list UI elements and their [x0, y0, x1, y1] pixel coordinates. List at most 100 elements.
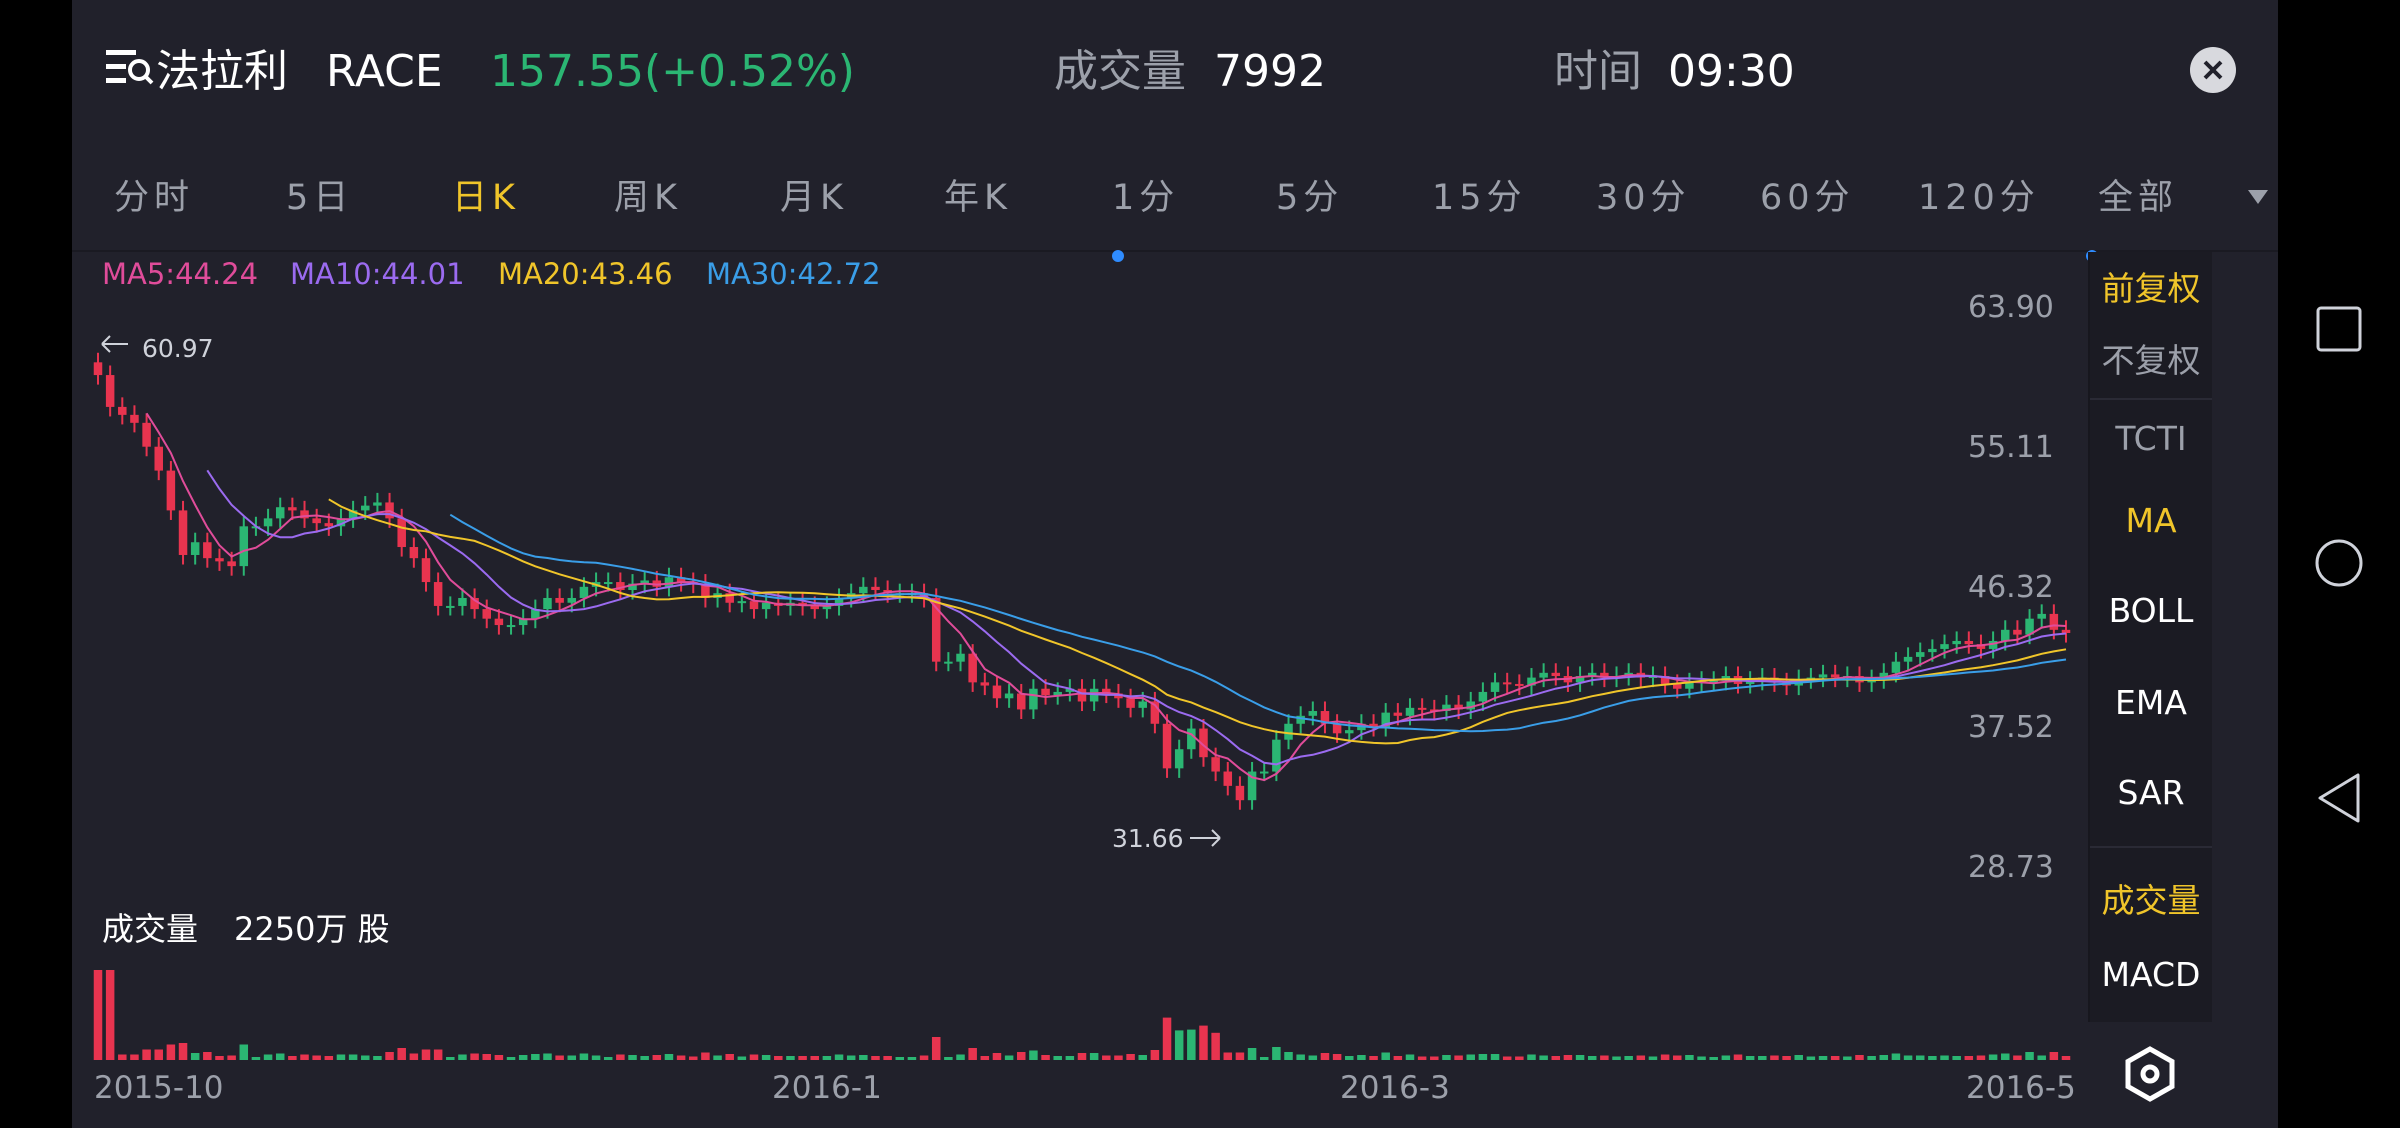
volume-bar	[701, 1052, 710, 1060]
volume-bar	[251, 1057, 261, 1060]
volume-bar	[130, 1054, 139, 1060]
tab-daily-k[interactable]: 日K	[452, 178, 520, 218]
date-label-4: 2016-5	[1966, 1070, 2076, 1106]
candle-body	[1442, 704, 1451, 712]
candle-body	[1199, 728, 1208, 758]
volume-bar	[458, 1054, 467, 1060]
volume-bar	[263, 1054, 273, 1060]
tab-all[interactable]: 全部	[2098, 178, 2179, 218]
time-value: 09:30	[1668, 46, 1795, 97]
volume-bar	[2013, 1055, 2022, 1060]
candle-body	[1745, 680, 1755, 684]
indicator-boll[interactable]: BOLL	[2108, 591, 2194, 630]
candle-body	[968, 653, 977, 683]
volume-bar	[1065, 1056, 1075, 1060]
volume-bar	[1721, 1055, 1731, 1060]
volume-bar	[1345, 1056, 1354, 1060]
back-triangle-icon[interactable]	[2316, 772, 2362, 824]
indicator-sar[interactable]: SAR	[2117, 773, 2185, 812]
sub-indicator-macd[interactable]: MACD	[2101, 955, 2201, 994]
volume-bar	[907, 1057, 917, 1060]
candle-body	[676, 577, 686, 583]
candle-body	[1915, 652, 1925, 657]
candle-body	[227, 561, 236, 567]
home-circle-icon[interactable]	[2314, 538, 2364, 588]
volume-bar	[1733, 1054, 1743, 1060]
volume-bar	[1612, 1056, 1621, 1060]
volume-bar	[1029, 1050, 1038, 1060]
candle-body	[397, 518, 406, 548]
volume-bar	[2001, 1053, 2010, 1060]
volume-bar	[190, 1053, 200, 1060]
candle-body	[1685, 682, 1694, 689]
candle-body	[190, 542, 200, 555]
volume-label: 成交量	[1054, 46, 1186, 97]
candle-body	[361, 505, 370, 511]
volume-bar	[1745, 1056, 1755, 1060]
volume-bar	[1952, 1056, 1961, 1060]
candle-body	[1284, 723, 1293, 740]
candle-body	[118, 406, 127, 415]
candle-body	[603, 582, 613, 585]
close-button[interactable]	[2190, 47, 2236, 93]
volume-bar	[1830, 1056, 1840, 1060]
adjust-forward-button[interactable]: 前复权	[2101, 269, 2201, 308]
tab-5day[interactable]: 5日	[286, 178, 354, 218]
volume-bar	[1162, 1017, 1172, 1060]
tab-weekly-k[interactable]: 周K	[614, 178, 682, 218]
volume-bar	[1357, 1055, 1366, 1060]
volume-bar	[1332, 1054, 1342, 1060]
candle-body	[579, 586, 589, 598]
candle-body	[992, 685, 1002, 699]
indicator-ma[interactable]: MA	[2125, 501, 2177, 540]
volume-bar	[2061, 1056, 2071, 1060]
candle-body	[178, 510, 188, 555]
candle-body	[1879, 672, 1889, 680]
tab-60min[interactable]: 60分	[1760, 178, 1855, 218]
indicator-ema[interactable]: EMA	[2115, 683, 2187, 722]
volume-bar	[1211, 1032, 1220, 1060]
candlestick-chart[interactable]	[72, 0, 2278, 1128]
candle-body	[166, 470, 176, 511]
candle-body	[725, 593, 734, 603]
indicator-tcti[interactable]: TCTI	[2115, 419, 2187, 458]
sub-indicator-volume[interactable]: 成交量	[2101, 881, 2201, 920]
menu-search-icon[interactable]	[106, 50, 156, 94]
candle-body	[1089, 688, 1099, 702]
candle-body	[336, 518, 346, 527]
volume-bar	[1077, 1053, 1087, 1060]
candle-body	[1138, 701, 1147, 708]
chevron-down-icon[interactable]	[2248, 190, 2268, 206]
volume-bar	[1417, 1056, 1427, 1060]
candle-body	[628, 583, 637, 591]
tab-120min[interactable]: 120分	[1918, 178, 2040, 218]
candle-body	[2025, 618, 2034, 635]
date-label-3: 2016-3	[1340, 1070, 1450, 1106]
tab-monthly-k[interactable]: 月K	[780, 178, 848, 218]
candle-body	[1818, 674, 1828, 678]
stock-symbol: RACE	[326, 46, 443, 97]
candle-body	[2037, 613, 2046, 619]
adjust-none-button[interactable]: 不复权	[2101, 341, 2201, 380]
volume-bar	[373, 1056, 382, 1060]
tab-fenshi[interactable]: 分时	[114, 178, 195, 218]
tab-15min[interactable]: 15分	[1432, 178, 1527, 218]
settings-icon[interactable]	[2122, 1046, 2178, 1102]
candle-body	[1223, 771, 1233, 786]
volume-bar	[652, 1055, 662, 1060]
volume-bar	[142, 1049, 151, 1060]
tab-5min[interactable]: 5分	[1276, 178, 1344, 218]
volume-bar	[1017, 1052, 1026, 1060]
tab-30min[interactable]: 30分	[1596, 178, 1691, 218]
volume-bar	[1685, 1055, 1694, 1060]
tab-1min[interactable]: 1分	[1112, 178, 1180, 218]
volume-bar	[506, 1057, 516, 1060]
volume-bar	[543, 1053, 552, 1060]
volume-bar	[555, 1055, 564, 1060]
recents-square-icon[interactable]	[2316, 306, 2362, 352]
candle-body	[1308, 711, 1318, 716]
tab-yearly-k[interactable]: 年K	[944, 178, 1012, 218]
candle-body	[433, 582, 443, 606]
volume-bar	[1296, 1054, 1305, 1060]
candle-body	[822, 605, 832, 610]
